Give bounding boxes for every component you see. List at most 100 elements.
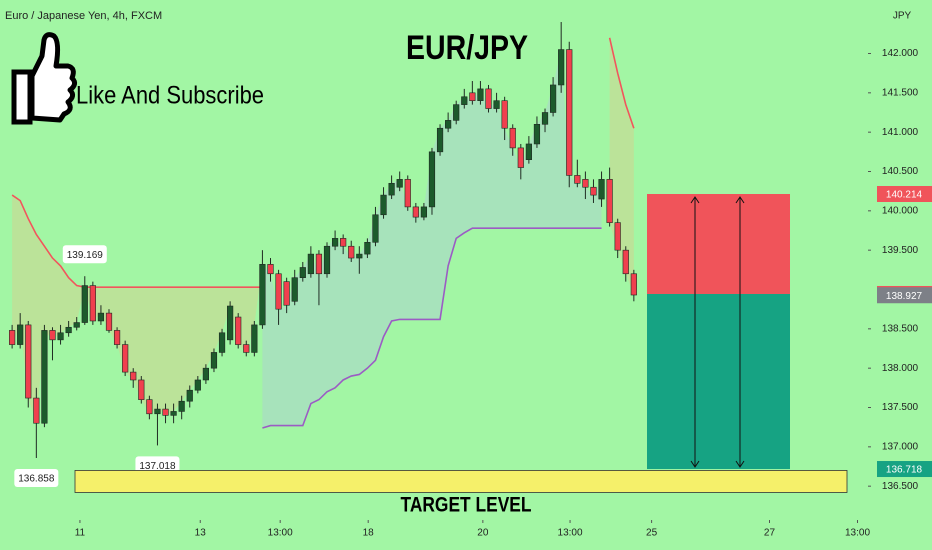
price-tag	[877, 287, 932, 304]
indicator-line	[262, 227, 602, 429]
candle-body	[65, 326, 72, 334]
candle-body	[146, 399, 153, 415]
symbol-header: Euro / Japanese Yen, 4h, FXCM	[5, 10, 162, 22]
candle-body	[307, 253, 314, 275]
extreme-label-box	[135, 456, 180, 475]
candle-body	[97, 312, 105, 322]
indicator-line	[11, 194, 263, 288]
y-tick-label: 138.000	[882, 363, 919, 374]
candle-body	[549, 84, 557, 113]
candle-body	[630, 273, 637, 296]
x-tick-label: 13:00	[558, 528, 583, 539]
candle-body	[202, 367, 209, 381]
candle-body	[372, 214, 379, 243]
candle-body	[509, 127, 516, 149]
y-tick-label: 137.000	[882, 441, 919, 452]
x-tick-label: 13:00	[268, 528, 293, 539]
candle-body	[315, 253, 323, 275]
range-arrow	[690, 196, 700, 468]
price-tag-label: 136.718	[886, 465, 923, 476]
candle-body	[17, 324, 24, 345]
candle-body	[453, 104, 460, 121]
candle-body	[138, 379, 145, 400]
price-tag-label: 138.927	[886, 291, 923, 302]
price-tag-label: 140.214	[886, 190, 923, 201]
candle-body	[9, 330, 16, 345]
candle-body	[501, 100, 508, 129]
candle-body	[380, 194, 387, 216]
y-tick-label: 136.500	[882, 481, 919, 492]
x-tick-label: 25	[646, 528, 658, 539]
indicator-fill	[12, 195, 263, 424]
candle-body	[388, 182, 395, 196]
candle-body	[57, 332, 64, 341]
candle-body	[436, 127, 444, 153]
candle-body	[275, 273, 282, 310]
candle-body	[622, 249, 629, 275]
candle-body	[356, 253, 363, 259]
candle-body	[41, 330, 48, 424]
candle-body	[130, 371, 137, 381]
target-zone	[74, 470, 848, 493]
candle-body	[340, 238, 347, 247]
candle-body	[210, 352, 218, 369]
candle-body	[73, 322, 80, 328]
y-tick-label: 142.000	[882, 48, 919, 59]
x-tick-label: 20	[477, 528, 489, 539]
plot: 139.169 136.858 137.018 TARGET LEVEL 136.500…	[9, 22, 932, 539]
candle-body	[49, 330, 56, 341]
y-tick-label: 140.000	[882, 205, 919, 216]
candle-body	[558, 49, 565, 86]
candle-body	[323, 245, 331, 275]
x-tick-label: 13	[195, 528, 207, 539]
candle-body	[420, 206, 428, 218]
extreme-label: 137.018	[139, 461, 176, 472]
candle-body	[364, 241, 371, 255]
x-tick-label: 11	[75, 528, 86, 539]
range-arrow	[735, 196, 745, 468]
extreme-label-box	[14, 469, 59, 488]
candle-body	[170, 411, 177, 416]
candle-body	[469, 92, 476, 101]
profit-zone	[647, 293, 790, 470]
candle-body	[461, 96, 468, 105]
candle-body	[227, 305, 234, 341]
extreme-label: 139.169	[67, 250, 104, 261]
candle-body	[428, 151, 436, 208]
candle-body	[243, 344, 250, 353]
caption: Like And Subscribe	[76, 82, 264, 110]
candle-body	[541, 112, 549, 125]
candle-body	[517, 147, 524, 168]
candle-body	[533, 123, 541, 145]
candle-body	[113, 330, 121, 345]
candle-body	[291, 277, 298, 302]
candle-body	[89, 285, 96, 322]
candle-body	[606, 179, 613, 223]
y-tick-label: 140.500	[882, 166, 919, 177]
candle-body	[154, 408, 161, 415]
candle-body	[614, 222, 621, 251]
candle-body	[574, 175, 581, 184]
candle-body	[485, 88, 492, 109]
candle-body	[267, 264, 274, 275]
y-tick-label: 138.500	[882, 323, 919, 334]
candle-body	[348, 245, 355, 259]
thumb-icon	[11, 32, 78, 125]
candle-body	[493, 100, 500, 109]
x-tick-label: 18	[363, 528, 375, 539]
currency-label: JPY	[893, 11, 912, 22]
stop-zone	[647, 193, 790, 294]
candle-body	[445, 120, 452, 129]
chart-title: EUR/JPY	[406, 29, 528, 67]
candle-body	[259, 264, 266, 326]
candle-body	[235, 316, 242, 345]
candle-body	[186, 389, 193, 402]
target-label: TARGET LEVEL	[401, 494, 532, 517]
extreme-label: 136.858	[18, 474, 55, 485]
y-tick-label: 141.500	[882, 87, 919, 98]
candle-body	[582, 179, 589, 188]
candle-body	[283, 281, 290, 306]
price-tag	[877, 461, 932, 478]
x-tick-label: 27	[764, 528, 776, 539]
